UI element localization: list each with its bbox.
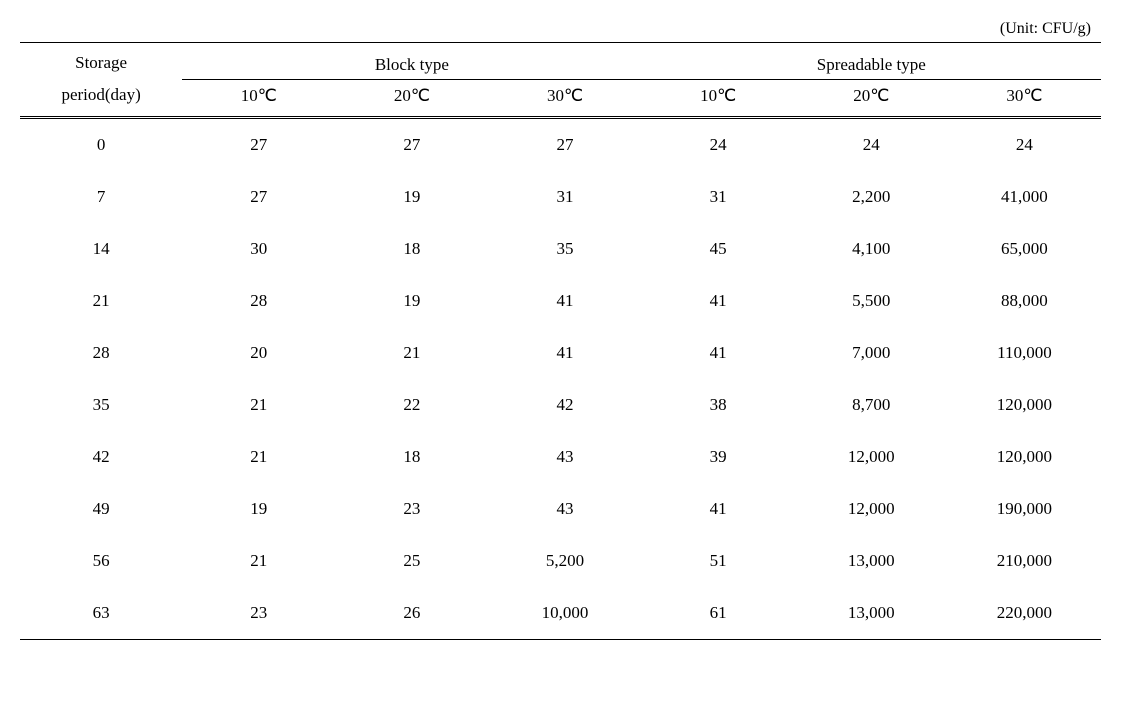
data-cell: 220,000 <box>948 587 1101 640</box>
data-cell: 7,000 <box>795 327 948 379</box>
data-cell: 190,000 <box>948 483 1101 535</box>
data-cell: 23 <box>182 587 335 640</box>
table-header: Storage Block type Spreadable type perio… <box>20 43 1101 118</box>
data-cell: 18 <box>335 223 488 275</box>
period-cell: 0 <box>20 117 182 171</box>
data-cell: 24 <box>795 117 948 171</box>
data-cell: 19 <box>182 483 335 535</box>
data-cell: 13,000 <box>795 587 948 640</box>
data-cell: 19 <box>335 171 488 223</box>
data-cell: 43 <box>488 483 641 535</box>
data-cell: 21 <box>182 535 335 587</box>
period-cell: 14 <box>20 223 182 275</box>
sub-col-header: 20℃ <box>795 79 948 117</box>
data-cell: 12,000 <box>795 431 948 483</box>
group-header-spreadable: Spreadable type <box>642 43 1101 80</box>
data-cell: 8,700 <box>795 379 948 431</box>
table-row: 5621255,2005113,000210,000 <box>20 535 1101 587</box>
table-row: 14301835454,10065,000 <box>20 223 1101 275</box>
data-cell: 41 <box>642 483 795 535</box>
period-cell: 21 <box>20 275 182 327</box>
data-cell: 24 <box>948 117 1101 171</box>
data-cell: 24 <box>642 117 795 171</box>
table-row: 21281941415,50088,000 <box>20 275 1101 327</box>
sub-col-header: 30℃ <box>948 79 1101 117</box>
data-cell: 19 <box>335 275 488 327</box>
table-row: 35212242388,700120,000 <box>20 379 1101 431</box>
data-cell: 31 <box>642 171 795 223</box>
data-cell: 28 <box>182 275 335 327</box>
data-cell: 65,000 <box>948 223 1101 275</box>
data-cell: 5,500 <box>795 275 948 327</box>
data-cell: 12,000 <box>795 483 948 535</box>
table-row: 422118433912,000120,000 <box>20 431 1101 483</box>
table-body: 02727272424247271931312,20041,0001430183… <box>20 117 1101 639</box>
period-cell: 49 <box>20 483 182 535</box>
data-cell: 18 <box>335 431 488 483</box>
data-cell: 22 <box>335 379 488 431</box>
period-cell: 28 <box>20 327 182 379</box>
data-cell: 210,000 <box>948 535 1101 587</box>
data-cell: 27 <box>182 171 335 223</box>
data-cell: 30 <box>182 223 335 275</box>
data-cell: 42 <box>488 379 641 431</box>
data-cell: 5,200 <box>488 535 641 587</box>
table-row: 0272727242424 <box>20 117 1101 171</box>
data-cell: 26 <box>335 587 488 640</box>
data-cell: 88,000 <box>948 275 1101 327</box>
data-cell: 23 <box>335 483 488 535</box>
sub-col-header: 10℃ <box>642 79 795 117</box>
cfu-table-wrapper: (Unit: CFU/g) Storage Block type Spreada… <box>20 20 1101 640</box>
data-cell: 110,000 <box>948 327 1101 379</box>
data-cell: 13,000 <box>795 535 948 587</box>
data-cell: 38 <box>642 379 795 431</box>
data-cell: 27 <box>335 117 488 171</box>
data-cell: 21 <box>335 327 488 379</box>
table-row: 7271931312,20041,000 <box>20 171 1101 223</box>
period-cell: 7 <box>20 171 182 223</box>
data-cell: 39 <box>642 431 795 483</box>
row-header-line2: period(day) <box>20 79 182 117</box>
data-cell: 41 <box>488 327 641 379</box>
data-cell: 21 <box>182 379 335 431</box>
table-row: 491923434112,000190,000 <box>20 483 1101 535</box>
period-cell: 42 <box>20 431 182 483</box>
data-cell: 35 <box>488 223 641 275</box>
data-cell: 45 <box>642 223 795 275</box>
sub-col-header: 10℃ <box>182 79 335 117</box>
data-cell: 20 <box>182 327 335 379</box>
cfu-table: Storage Block type Spreadable type perio… <box>20 42 1101 640</box>
sub-col-header: 30℃ <box>488 79 641 117</box>
period-cell: 56 <box>20 535 182 587</box>
data-cell: 31 <box>488 171 641 223</box>
period-cell: 35 <box>20 379 182 431</box>
data-cell: 41 <box>642 275 795 327</box>
data-cell: 120,000 <box>948 379 1101 431</box>
row-header-line1: Storage <box>20 43 182 80</box>
data-cell: 120,000 <box>948 431 1101 483</box>
data-cell: 27 <box>182 117 335 171</box>
sub-col-header: 20℃ <box>335 79 488 117</box>
data-cell: 43 <box>488 431 641 483</box>
unit-label: (Unit: CFU/g) <box>20 20 1101 38</box>
data-cell: 51 <box>642 535 795 587</box>
data-cell: 10,000 <box>488 587 641 640</box>
table-row: 63232610,0006113,000220,000 <box>20 587 1101 640</box>
data-cell: 41 <box>642 327 795 379</box>
data-cell: 2,200 <box>795 171 948 223</box>
data-cell: 21 <box>182 431 335 483</box>
period-cell: 63 <box>20 587 182 640</box>
data-cell: 41 <box>488 275 641 327</box>
group-header-block: Block type <box>182 43 641 80</box>
data-cell: 25 <box>335 535 488 587</box>
data-cell: 4,100 <box>795 223 948 275</box>
data-cell: 61 <box>642 587 795 640</box>
data-cell: 27 <box>488 117 641 171</box>
table-row: 28202141417,000110,000 <box>20 327 1101 379</box>
data-cell: 41,000 <box>948 171 1101 223</box>
